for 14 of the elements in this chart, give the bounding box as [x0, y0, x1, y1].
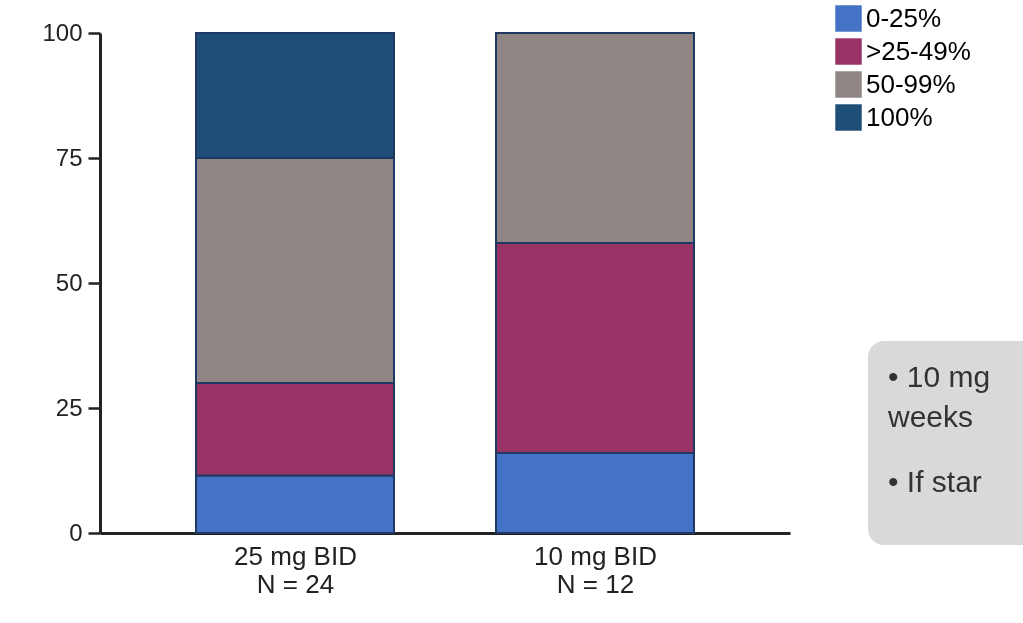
text: • 10 mg	[888, 360, 991, 393]
legend-label: 0-25%	[866, 2, 942, 33]
y-tick-label: 50	[55, 268, 83, 296]
y-tick-label: 25	[55, 393, 83, 421]
y-tick-label: 100	[42, 18, 83, 46]
legend-label: >25-49%	[866, 35, 971, 66]
x-tick-label: 25 mg BID N = 24	[234, 540, 357, 599]
y-tick-label: 75	[55, 143, 83, 171]
text: weeks	[887, 400, 974, 433]
x-tick-label: 10 mg BID N = 12	[534, 540, 657, 599]
legend-label: 50-99%	[866, 68, 956, 99]
text: • If star	[888, 465, 982, 498]
legend-label: 100%	[866, 101, 933, 132]
y-tick-label: 0	[69, 518, 83, 546]
